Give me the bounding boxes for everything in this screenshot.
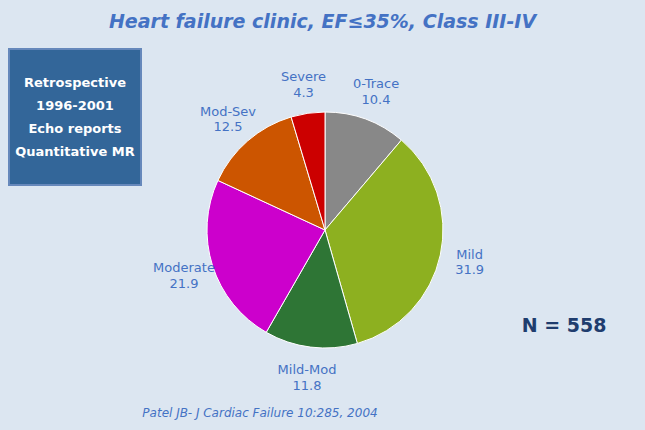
html-text:Patel JB- J Cardiac Failure 10: Patel JB- J Cardiac Failure 10:285, 2004 [142,406,378,420]
svg-text:Severe4.3: Severe4.3 [281,69,326,100]
html-text:1996-2001: 1996-2001 [36,98,114,113]
svg-text:Moderate21.9: Moderate21.9 [153,260,215,291]
svg-text:Mild-Mod11.8: Mild-Mod11.8 [278,362,337,393]
svg-text:0-Trace10.4: 0-Trace10.4 [353,76,399,107]
html-text:Quantitative MR: Quantitative MR [15,144,135,159]
html-text:Echo reports: Echo reports [28,121,122,136]
svg-text:Mild31.9: Mild31.9 [455,247,484,278]
svg-text:Mod-Sev12.5: Mod-Sev12.5 [200,104,256,135]
html-text:N = 558: N = 558 [521,314,607,336]
html-text:Retrospective: Retrospective [24,75,126,90]
html-text:Heart failure clinic, EF≤35%,: Heart failure clinic, EF≤35%, Class III-… [108,10,537,32]
